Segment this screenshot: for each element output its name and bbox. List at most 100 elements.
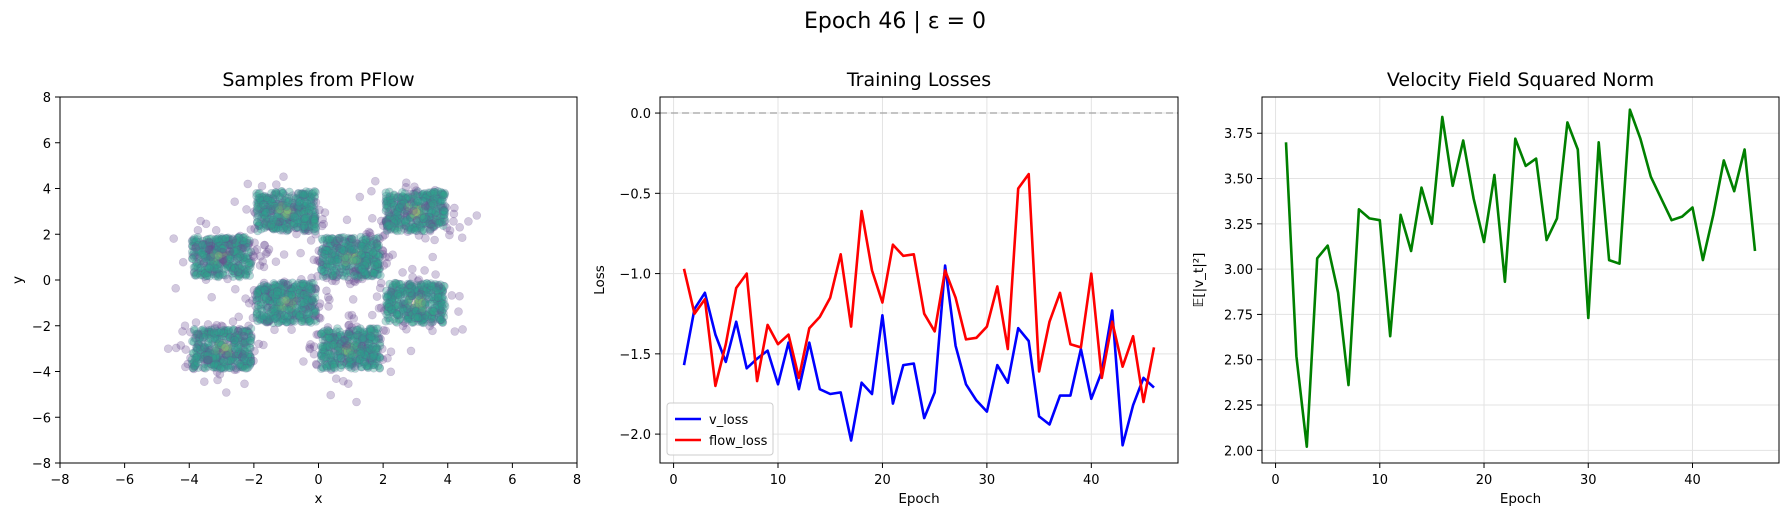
scatter-point	[420, 266, 429, 275]
scatter-point	[305, 343, 314, 352]
scatter-point	[284, 225, 293, 234]
scatter-point	[262, 220, 271, 230]
y-tick-label: 6	[43, 137, 51, 152]
scatter-point	[293, 222, 302, 232]
scatter-point	[320, 353, 329, 362]
scatter-point	[239, 331, 248, 341]
scatter-point	[302, 203, 311, 213]
scatter-point	[265, 202, 275, 211]
scatter-point	[277, 187, 287, 196]
scatter-point	[253, 226, 263, 236]
scatter-point	[430, 210, 440, 219]
scatter-point	[384, 252, 394, 262]
scatter-point	[407, 193, 417, 202]
scatter-point	[385, 212, 395, 222]
scatter-point	[429, 221, 438, 230]
scatter-point	[294, 203, 304, 212]
scatter-point	[254, 221, 264, 230]
scatter-point	[293, 202, 303, 211]
scatter-point	[271, 223, 281, 233]
scatter-point	[436, 218, 446, 227]
scatter-point	[300, 207, 310, 216]
y-tick-label: 0.0	[630, 107, 651, 122]
scatter-point	[423, 188, 433, 198]
scatter-point	[299, 222, 309, 232]
scatter-point	[458, 325, 467, 334]
scatter-point	[252, 245, 262, 254]
scatter-point	[430, 185, 440, 195]
scatter-point	[278, 188, 288, 198]
scatter-point	[305, 215, 315, 224]
x-tick-label: 30	[979, 473, 996, 488]
scatter-point	[344, 362, 354, 372]
scatter-point	[295, 219, 304, 228]
scatter-point	[270, 205, 280, 214]
scatter-point	[406, 346, 416, 356]
scatter-point	[290, 212, 300, 222]
scatter-point	[311, 223, 321, 232]
scatter-point	[261, 193, 270, 203]
scatter-point	[284, 193, 294, 202]
scatter-point	[386, 367, 396, 377]
scatter-point	[296, 189, 306, 199]
scatter-point	[271, 180, 281, 189]
scatter-point	[436, 202, 446, 211]
scatter-point	[244, 321, 253, 331]
scatter-point	[279, 203, 289, 213]
scatter-point	[431, 220, 440, 230]
scatter-point	[397, 188, 407, 197]
scatter-point	[265, 219, 275, 229]
scatter-point	[272, 189, 282, 198]
scatter-point	[283, 225, 292, 234]
scatter-point	[309, 214, 318, 224]
scatter-point	[413, 202, 423, 211]
scatter-point	[328, 237, 338, 246]
scatter-point	[275, 197, 284, 207]
scatter-point	[285, 212, 294, 222]
scatter-point	[276, 203, 286, 213]
scatter-point	[301, 213, 310, 223]
scatter-point	[279, 207, 289, 217]
scatter-point	[286, 202, 296, 212]
scatter-point	[439, 190, 449, 200]
scatter-point	[248, 251, 258, 260]
scatter-point	[251, 208, 260, 218]
scatter-point	[197, 250, 207, 260]
scatter-point	[302, 217, 311, 226]
scatter-point	[420, 218, 429, 228]
scatter-point	[360, 267, 370, 277]
scatter-point	[421, 290, 431, 300]
scatter-point	[428, 252, 438, 262]
scatter-point	[299, 191, 308, 201]
scatter-point	[278, 223, 288, 233]
scatter-point	[326, 390, 336, 400]
scatter-point	[342, 341, 352, 350]
scatter-point	[414, 208, 424, 218]
scatter-point	[294, 219, 304, 228]
scatter-point	[254, 193, 264, 203]
scatter-point	[283, 198, 293, 207]
scatter-point	[260, 241, 269, 250]
scatter-point	[410, 208, 420, 218]
scatter-point	[369, 269, 379, 278]
scatter-point	[309, 211, 318, 220]
scatter-point	[299, 208, 309, 218]
scatter-point	[331, 374, 341, 384]
scatter-point	[253, 196, 263, 205]
scatter-point	[289, 199, 298, 208]
scatter-point	[308, 206, 318, 216]
scatter-point	[228, 235, 238, 244]
scatter-point	[259, 311, 269, 321]
y-tick-label: 2.25	[1224, 399, 1253, 414]
y-tick-label: 3.75	[1224, 127, 1253, 142]
scatter-point	[291, 194, 301, 203]
flow_loss-series-line	[682, 172, 1156, 404]
scatter-point	[258, 193, 268, 202]
y-tick-label: −1.5	[619, 348, 651, 363]
scatter-point	[367, 186, 376, 196]
scatter-point	[406, 189, 415, 199]
scatter-point	[276, 224, 286, 233]
scatter-point	[289, 219, 298, 228]
scatter-point	[309, 205, 319, 214]
scatter-point	[298, 199, 307, 208]
